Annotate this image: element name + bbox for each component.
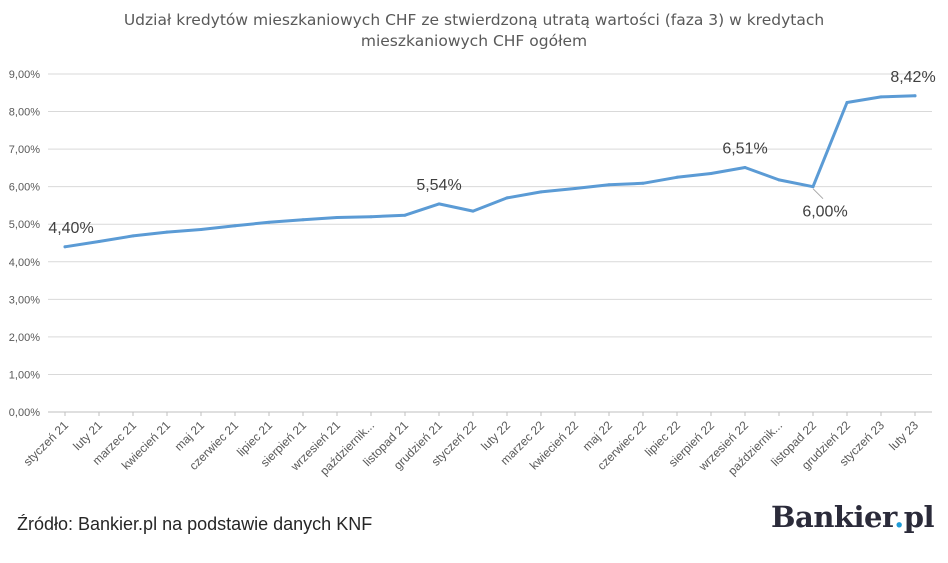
chart-title-line-1: Udział kredytów mieszkaniowych CHF ze st… bbox=[123, 11, 825, 29]
data-point bbox=[63, 245, 67, 249]
y-tick-label: 9,00% bbox=[9, 69, 40, 81]
data-point bbox=[437, 202, 441, 206]
data-point bbox=[369, 215, 373, 219]
logo-main-text: Bankier bbox=[771, 500, 895, 534]
data-point bbox=[913, 94, 917, 98]
data-point bbox=[879, 95, 883, 99]
y-tick-label: 1,00% bbox=[9, 369, 40, 381]
data-label: 6,00% bbox=[802, 204, 847, 221]
data-point bbox=[505, 196, 509, 200]
data-point bbox=[675, 175, 679, 179]
y-tick-label: 7,00% bbox=[9, 144, 40, 156]
data-point bbox=[777, 178, 781, 182]
y-tick-label: 5,00% bbox=[9, 219, 40, 231]
data-label: 4,40% bbox=[48, 220, 93, 237]
data-point bbox=[267, 220, 271, 224]
data-point bbox=[471, 209, 475, 213]
data-point bbox=[301, 218, 305, 222]
bankier-logo: Bankier.pl bbox=[771, 500, 934, 534]
data-point bbox=[165, 230, 169, 234]
data-point bbox=[199, 227, 203, 231]
data-point bbox=[573, 187, 577, 191]
series-line bbox=[63, 94, 917, 249]
data-label-leader bbox=[812, 188, 824, 200]
source-note: Źródło: Bankier.pl na podstawie danych K… bbox=[17, 514, 373, 534]
data-point bbox=[811, 185, 815, 189]
data-point bbox=[335, 215, 339, 219]
y-tick-label: 6,00% bbox=[9, 182, 40, 194]
data-label: 6,51% bbox=[722, 141, 767, 158]
data-point bbox=[845, 101, 849, 105]
data-point bbox=[97, 239, 101, 243]
data-point bbox=[709, 172, 713, 176]
data-point bbox=[131, 234, 135, 238]
y-tick-label: 0,00% bbox=[9, 407, 40, 419]
data-point bbox=[743, 166, 747, 170]
x-tick-label: styczeń 21 bbox=[21, 418, 72, 469]
y-tick-label: 4,00% bbox=[9, 257, 40, 269]
y-tick-label: 2,00% bbox=[9, 332, 40, 344]
logo-dot: . bbox=[894, 500, 904, 534]
x-tick-label: luty 23 bbox=[886, 418, 921, 453]
y-tick-label: 8,00% bbox=[9, 107, 40, 119]
data-point bbox=[607, 183, 611, 187]
data-label: 8,42% bbox=[890, 69, 935, 86]
data-point bbox=[641, 181, 645, 185]
chart-title: Udział kredytów mieszkaniowych CHF ze st… bbox=[0, 10, 948, 52]
chart-title-line-2: mieszkaniowych CHF ogółem bbox=[360, 32, 588, 50]
y-tick-label: 3,00% bbox=[9, 294, 40, 306]
data-point bbox=[233, 224, 237, 228]
data-label: 5,54% bbox=[416, 177, 461, 194]
logo-suffix-text: pl bbox=[903, 500, 935, 534]
data-point bbox=[403, 213, 407, 217]
data-point bbox=[539, 190, 543, 194]
